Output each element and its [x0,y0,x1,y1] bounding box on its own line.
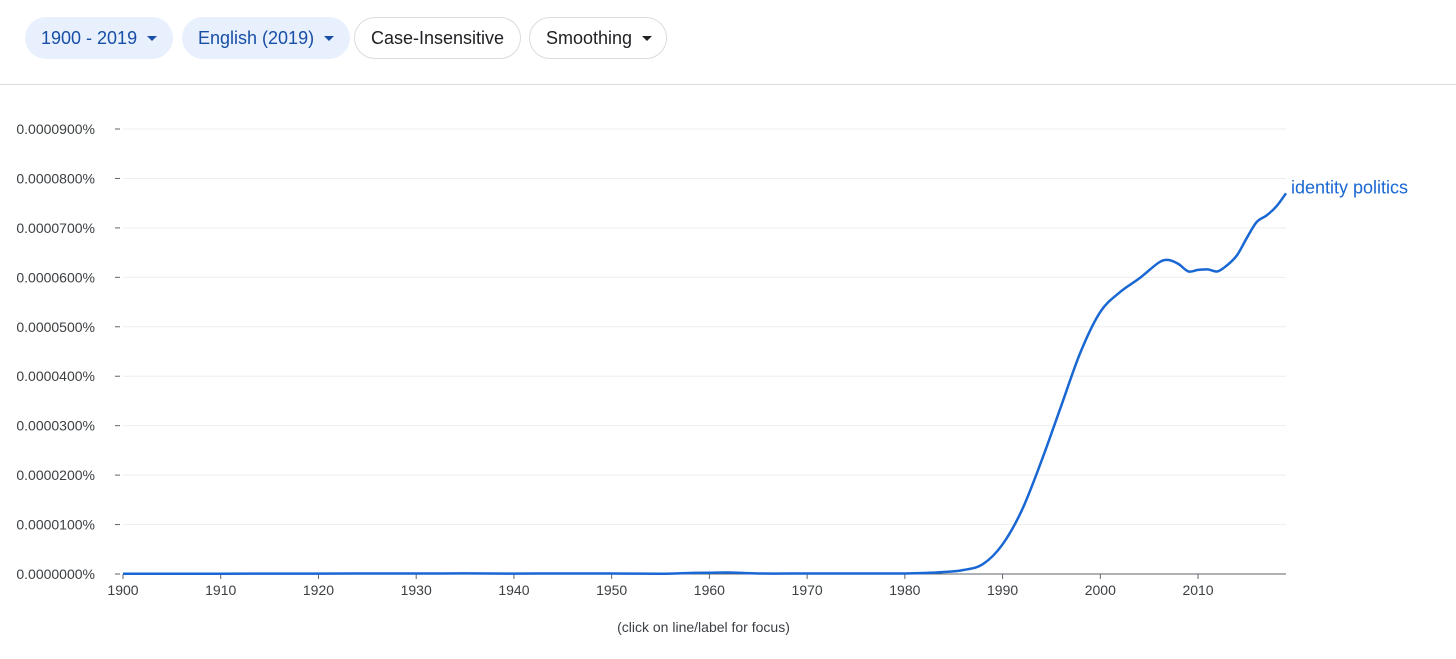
y-axis: 0.0000000% 0.0000100% 0.0000200% 0.0000300%… [16,121,120,582]
smoothing-label: Smoothing [546,27,633,48]
x-tick-label: 1940 [498,582,529,598]
x-tick-label: 1920 [303,582,334,598]
case-insensitive-label: Case-Insensitive [371,27,505,48]
x-axis: 1900 1910 1920 1930 1940 1950 1960 1970 1980 1990… [107,573,1286,598]
chart-footnote: (click on line/label for focus) [617,619,790,635]
x-tick-label: 1910 [205,582,236,598]
x-tick-label: 1950 [596,582,627,598]
x-tick-label: 1900 [107,582,138,598]
x-tick-label: 2010 [1182,582,1213,598]
series-layer: identity politics [122,177,1408,576]
chevron-down-icon [324,35,335,41]
x-tick-label: 1970 [792,582,823,598]
ngram-chart: 0.0000000% 0.0000100% 0.0000200% 0.0000300%… [16,121,1408,635]
x-tick-label: 1930 [401,582,432,598]
series-line[interactable] [122,192,1288,576]
x-tick-label: 2000 [1085,582,1116,598]
smoothing-dropdown[interactable]: Smoothing [529,17,668,59]
x-tick-label: 1980 [889,582,920,598]
y-tick-label: 0.0000500% [16,319,95,335]
grid-lines [123,128,1286,526]
y-tick-label: 0.0000900% [16,121,95,137]
corpus-label: English (2019) [198,27,315,48]
chevron-down-icon [147,35,158,41]
y-tick-label: 0.0000600% [16,269,95,285]
y-tick-label: 0.0000300% [16,418,95,434]
year-range-label: 1900 - 2019 [41,27,138,48]
toolbar: 1900 - 2019 English (2019) Case-Insensit… [0,0,1456,85]
y-tick-label: 0.0000200% [16,467,95,483]
y-tick-label: 0.0000400% [16,368,95,384]
y-tick-label: 0.0000000% [16,566,95,582]
chevron-down-icon [642,35,653,41]
year-range-dropdown[interactable]: 1900 - 2019 [25,17,174,59]
series-label[interactable]: identity politics [1291,177,1408,197]
y-tick-label: 0.0000700% [16,220,95,236]
case-insensitive-toggle[interactable]: Case-Insensitive [354,17,522,59]
y-tick-label: 0.0000100% [16,517,95,533]
y-tick-label: 0.0000800% [16,170,95,186]
x-tick-label: 1990 [987,582,1018,598]
x-tick-label: 1960 [694,582,725,598]
corpus-dropdown[interactable]: English (2019) [182,17,351,59]
